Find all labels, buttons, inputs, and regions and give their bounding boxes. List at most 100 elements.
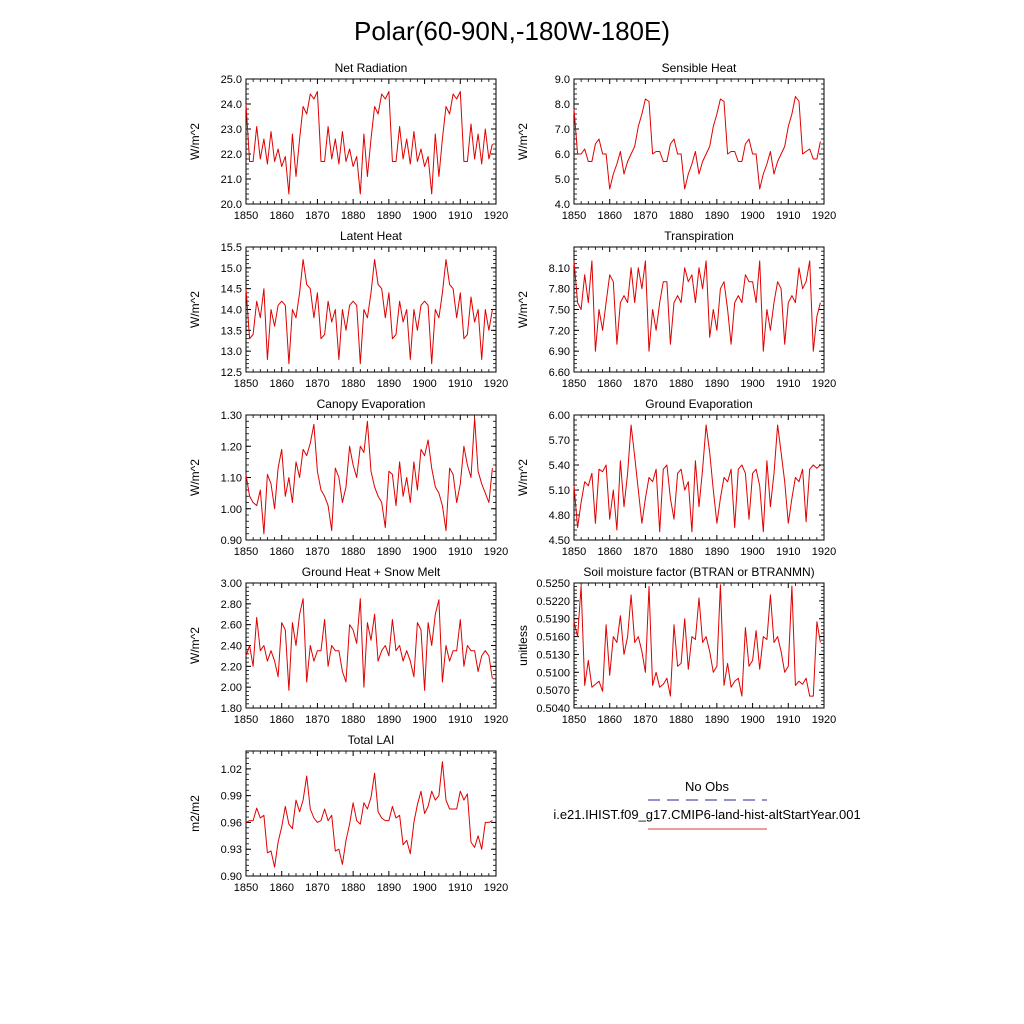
y-tick-label: 0.90 xyxy=(221,535,242,547)
y-tick-label: 7.50 xyxy=(549,305,570,317)
y-tick-label: 0.5040 xyxy=(536,703,570,715)
chart-title: Soil moisture factor (BTRAN or BTRANMN) xyxy=(583,565,814,579)
y-axis-label: W/m^2 xyxy=(188,459,202,496)
y-tick-label: 15.0 xyxy=(221,263,242,275)
x-tick-label: 1860 xyxy=(269,714,293,726)
y-tick-label: 2.60 xyxy=(221,620,242,632)
x-tick-label: 1870 xyxy=(633,210,657,222)
x-tick-label: 1880 xyxy=(669,714,693,726)
series-line xyxy=(573,424,821,533)
y-tick-label: 24.0 xyxy=(221,99,242,111)
series-line xyxy=(245,259,493,365)
x-tick-label: 1880 xyxy=(341,546,365,558)
x-tick-label: 1850 xyxy=(234,210,258,222)
x-tick-label: 1900 xyxy=(412,378,436,390)
y-tick-label: 2.40 xyxy=(221,641,242,653)
y-tick-label: 0.5160 xyxy=(536,632,570,644)
y-tick-label: 14.0 xyxy=(221,305,242,317)
legend-obs-label: No Obs xyxy=(685,779,730,794)
x-tick-label: 1860 xyxy=(597,378,621,390)
y-tick-label: 4.80 xyxy=(549,510,570,522)
y-tick-label: 8.0 xyxy=(555,99,570,111)
y-tick-label: 0.5250 xyxy=(536,578,570,590)
x-tick-label: 1860 xyxy=(597,714,621,726)
x-tick-label: 1920 xyxy=(812,378,836,390)
x-tick-label: 1910 xyxy=(448,546,472,558)
y-axis-label: W/m^2 xyxy=(516,123,530,160)
x-tick-label: 1890 xyxy=(377,714,401,726)
series-line xyxy=(245,91,493,195)
x-tick-label: 1850 xyxy=(234,378,258,390)
y-tick-label: 0.90 xyxy=(221,871,242,883)
x-tick-label: 1890 xyxy=(705,546,729,558)
x-tick-label: 1870 xyxy=(633,378,657,390)
x-tick-label: 1910 xyxy=(448,882,472,894)
y-tick-label: 0.99 xyxy=(221,791,242,803)
y-tick-label: 7.80 xyxy=(549,284,570,296)
x-tick-label: 1900 xyxy=(740,546,764,558)
y-tick-label: 13.5 xyxy=(221,325,242,337)
x-tick-label: 1890 xyxy=(705,378,729,390)
chart-title: Transpiration xyxy=(664,229,734,243)
y-tick-label: 3.00 xyxy=(221,578,242,590)
chart-panel-total-lai: Total LAI m2/m2 1850 1860 1870 1880 1890 1900 19… xyxy=(188,733,508,894)
x-tick-label: 1920 xyxy=(484,210,508,222)
x-tick-label: 1870 xyxy=(633,714,657,726)
x-tick-label: 1910 xyxy=(448,378,472,390)
y-tick-label: 12.5 xyxy=(221,367,242,379)
x-tick-label: 1870 xyxy=(305,882,329,894)
y-tick-label: 5.10 xyxy=(549,485,570,497)
chart-title: Canopy Evaporation xyxy=(317,397,426,411)
x-tick-label: 1920 xyxy=(484,882,508,894)
y-tick-label: 8.10 xyxy=(549,263,570,275)
y-tick-label: 22.0 xyxy=(221,149,242,161)
x-tick-label: 1870 xyxy=(305,546,329,558)
x-tick-label: 1880 xyxy=(341,714,365,726)
x-tick-label: 1900 xyxy=(412,714,436,726)
x-tick-label: 1870 xyxy=(305,714,329,726)
chart-title: Ground Heat + Snow Melt xyxy=(302,565,441,579)
x-tick-label: 1910 xyxy=(448,210,472,222)
x-tick-label: 1870 xyxy=(305,378,329,390)
y-tick-label: 1.00 xyxy=(221,504,242,516)
chart-title: Sensible Heat xyxy=(662,61,737,75)
y-axis-label: W/m^2 xyxy=(188,627,202,664)
y-tick-label: 9.0 xyxy=(555,74,570,86)
x-tick-label: 1880 xyxy=(341,378,365,390)
y-tick-label: 1.30 xyxy=(221,410,242,422)
y-axis-label: W/m^2 xyxy=(516,459,530,496)
chart-title: Latent Heat xyxy=(340,229,403,243)
y-tick-label: 25.0 xyxy=(221,74,242,86)
chart-panel-soil-moisture-factor: Soil moisture factor (BTRAN or BTRANMN) u… xyxy=(516,565,836,726)
series-line xyxy=(573,584,821,697)
y-tick-label: 0.96 xyxy=(221,817,242,829)
y-tick-label: 23.0 xyxy=(221,124,242,136)
x-tick-label: 1920 xyxy=(484,714,508,726)
plot-frame xyxy=(573,582,825,709)
y-tick-label: 14.5 xyxy=(221,284,242,296)
x-tick-label: 1910 xyxy=(776,714,800,726)
chart-panel-latent-heat: Latent Heat W/m^2 1850 1860 1870 1880 1890 1900… xyxy=(188,229,508,390)
y-axis-label: unitless xyxy=(516,625,530,666)
plot-frame xyxy=(245,78,497,205)
series-line xyxy=(245,598,493,691)
y-tick-label: 21.0 xyxy=(221,174,242,186)
x-tick-label: 1850 xyxy=(562,714,586,726)
y-tick-label: 2.80 xyxy=(221,599,242,611)
y-tick-label: 15.5 xyxy=(221,242,242,254)
x-tick-label: 1910 xyxy=(776,210,800,222)
x-tick-label: 1870 xyxy=(305,210,329,222)
x-tick-label: 1890 xyxy=(377,378,401,390)
x-tick-label: 1860 xyxy=(269,210,293,222)
x-tick-label: 1850 xyxy=(234,714,258,726)
x-tick-label: 1850 xyxy=(234,546,258,558)
series-line xyxy=(245,417,493,535)
chart-panel-transpiration: Transpiration W/m^2 1850 1860 1870 1880 1890 19… xyxy=(516,229,836,390)
x-tick-label: 1880 xyxy=(341,210,365,222)
x-tick-label: 1850 xyxy=(562,546,586,558)
y-tick-label: 2.00 xyxy=(221,682,242,694)
x-tick-label: 1860 xyxy=(269,882,293,894)
y-tick-label: 20.0 xyxy=(221,199,242,211)
